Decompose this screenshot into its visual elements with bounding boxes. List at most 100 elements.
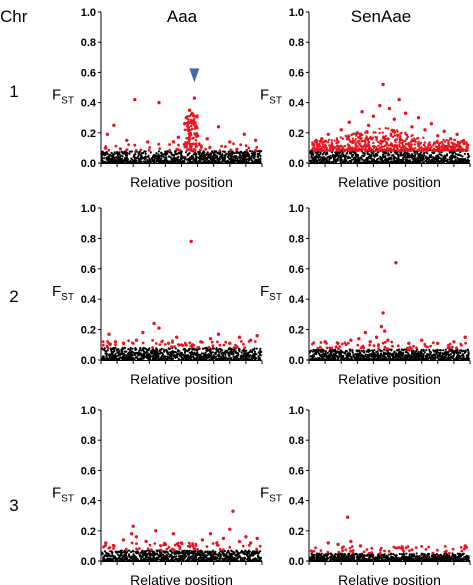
background-point (339, 349, 342, 352)
outlier-point (188, 131, 191, 135)
background-point (408, 154, 411, 157)
background-point (166, 352, 169, 355)
y-tick-label: 0.6 (81, 465, 96, 477)
background-point (249, 349, 252, 352)
background-point (466, 158, 469, 162)
background-point (414, 153, 417, 156)
background-point (435, 159, 438, 162)
background-point (460, 161, 463, 164)
outlier-point (242, 132, 246, 136)
outlier-point (188, 114, 191, 118)
outlier-point (104, 146, 108, 150)
outlier-point (363, 330, 368, 335)
background-point (411, 350, 414, 353)
y-tick-label: 0.6 (289, 264, 304, 276)
background-point (345, 160, 348, 163)
background-point (453, 352, 456, 355)
background-point (453, 349, 456, 353)
background-point (133, 153, 136, 156)
background-point (204, 156, 207, 160)
outlier-point (408, 145, 411, 148)
outlier-point (381, 131, 384, 134)
outlier-point (424, 149, 427, 152)
background-point (357, 160, 360, 163)
outlier-point (407, 341, 411, 345)
background-point (190, 155, 194, 158)
background-point (104, 350, 107, 353)
outlier-point (396, 130, 399, 133)
outlier-point (347, 120, 351, 124)
background-point (180, 356, 184, 359)
outlier-point (228, 140, 232, 144)
outlier-point (419, 141, 423, 144)
x-axis-label: Relative position (338, 371, 441, 387)
background-point (251, 155, 254, 158)
y-tick-label: 0.6 (289, 67, 304, 79)
background-point (188, 160, 191, 163)
background-point (422, 348, 425, 351)
background-point (129, 160, 132, 163)
outlier-point (171, 140, 176, 144)
background-point (233, 155, 237, 158)
chr-header: Chr (0, 7, 28, 26)
background-point (308, 159, 312, 162)
outlier-point (182, 143, 186, 146)
outlier-point (101, 340, 105, 344)
outlier-point (313, 140, 316, 143)
background-point (309, 151, 312, 154)
y-tick-label: 0.2 (81, 325, 96, 337)
outlier-point (464, 148, 467, 152)
background-point (435, 157, 438, 160)
background-point (246, 152, 249, 155)
outlier-point (216, 125, 221, 129)
background-point (328, 355, 331, 358)
outlier-point (396, 147, 399, 150)
background-point (217, 161, 220, 164)
background-point (443, 157, 447, 160)
outlier-point (391, 144, 394, 148)
background-point (343, 352, 346, 355)
background-point (215, 355, 218, 358)
background-point (206, 151, 209, 154)
background-point (353, 161, 356, 164)
background-point (456, 157, 459, 160)
outlier-point (371, 114, 376, 118)
outlier-point (168, 143, 171, 146)
background-point (134, 347, 137, 350)
background-point (122, 152, 125, 155)
background-point (449, 356, 452, 359)
background-point (127, 160, 130, 164)
background-point (102, 152, 105, 155)
outlier-point (396, 133, 399, 136)
background-point (162, 155, 165, 158)
background-point (404, 351, 407, 354)
outlier-point (445, 139, 448, 142)
outlier-point (189, 148, 192, 151)
y-axis-label-sub: ST (269, 292, 282, 303)
outlier-point (331, 146, 334, 149)
background-point (164, 161, 168, 164)
outlier-point (320, 147, 323, 151)
background-point (253, 160, 256, 163)
outlier-point (351, 137, 355, 140)
background-point (152, 349, 155, 353)
chromosome-label-1: 1 (9, 82, 18, 101)
background-point (103, 160, 106, 164)
outlier-point (442, 129, 446, 133)
background-point (183, 160, 186, 164)
background-point (312, 161, 315, 164)
outlier-point (342, 149, 345, 152)
outlier-point (382, 135, 386, 139)
background-point (453, 358, 456, 361)
background-point (119, 354, 122, 357)
outlier-point (192, 96, 197, 100)
outlier-point (375, 137, 378, 140)
outlier-point (436, 149, 439, 152)
background-point (404, 156, 407, 159)
outlier-point (377, 347, 381, 351)
background-point (384, 352, 387, 355)
background-point (113, 152, 116, 155)
background-point (142, 156, 146, 159)
background-point (336, 350, 340, 353)
